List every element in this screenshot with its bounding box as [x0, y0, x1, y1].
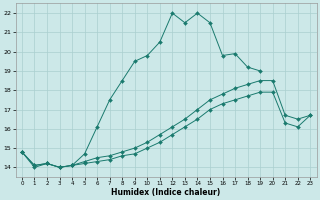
- X-axis label: Humidex (Indice chaleur): Humidex (Indice chaleur): [111, 188, 221, 197]
